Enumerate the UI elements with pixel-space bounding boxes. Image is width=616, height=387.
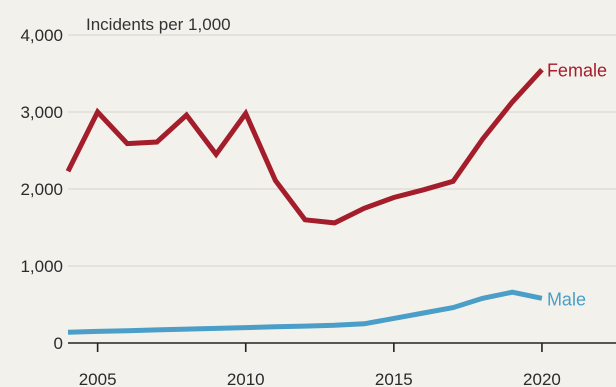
x-tick-label-2020: 2020 xyxy=(523,370,561,387)
series-label-female: Female xyxy=(547,61,607,81)
y-tick-label-0: 0 xyxy=(54,334,63,353)
y-tick-label-1000: 1,000 xyxy=(20,257,63,276)
y-tick-label-4000: 4,000 xyxy=(20,26,63,45)
y-tick-label-2000: 2,000 xyxy=(20,180,63,199)
gridlines xyxy=(68,34,616,344)
x-axis: 2005 2010 2015 2020 xyxy=(79,343,561,387)
series-line-male xyxy=(67,289,543,335)
series-label-male: Male xyxy=(547,289,586,309)
x-tick-label-2005: 2005 xyxy=(79,370,117,387)
x-tick-label-2010: 2010 xyxy=(227,370,265,387)
series-labels: Female Male xyxy=(547,61,607,310)
y-axis: 0 1,000 2,000 3,000 4,000 xyxy=(20,26,63,353)
y-tick-label-3000: 3,000 xyxy=(20,103,63,122)
x-tick-label-2015: 2015 xyxy=(375,370,413,387)
series-line-female xyxy=(65,68,544,226)
y-axis-title: Incidents per 1,000 xyxy=(86,15,231,34)
series-lines xyxy=(65,68,544,335)
